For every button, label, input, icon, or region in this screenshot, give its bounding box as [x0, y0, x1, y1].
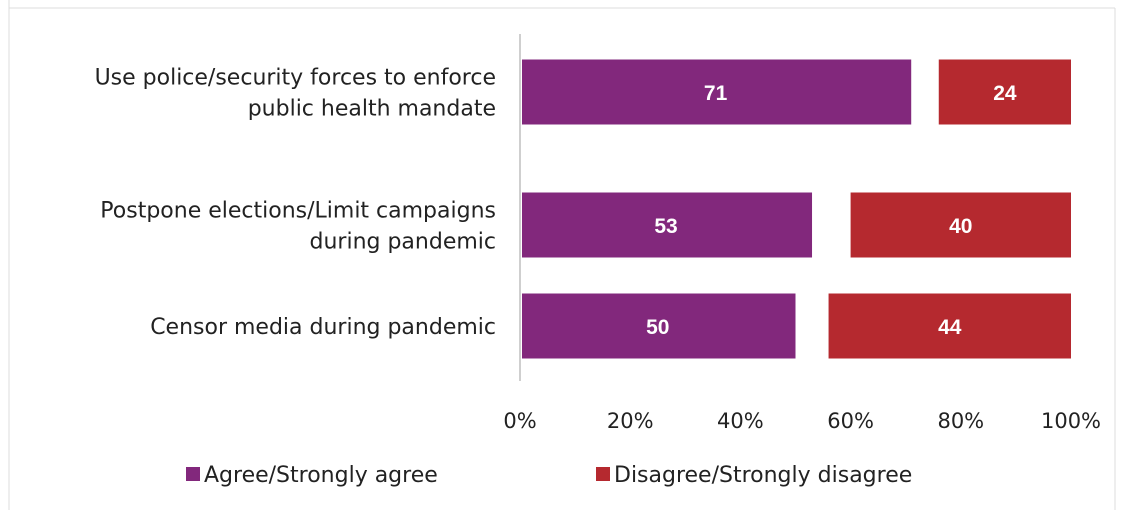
agree-bar-1 — [522, 192, 813, 258]
plot-area: Use police/security forces to enforce pub… — [95, 34, 1101, 488]
category-label-1-line-0: Postpone elections/Limit campaigns — [100, 199, 496, 224]
legend-swatch-1 — [596, 467, 610, 481]
agree-bar-2 — [522, 293, 796, 359]
x-tick-label-0: 0% — [503, 409, 536, 433]
disagree-bar-2 — [828, 293, 1071, 359]
agree-value-label-0: 71 — [704, 82, 728, 105]
x-tick-label-1: 20% — [607, 409, 654, 433]
legend-label-0: Agree/Strongly agree — [204, 463, 438, 488]
category-label-0-line-0: Use police/security forces to enforce — [95, 66, 496, 91]
x-tick-label-4: 80% — [937, 409, 984, 433]
category-label-2-line-0: Censor media during pandemic — [150, 315, 496, 340]
disagree-value-label-1: 40 — [949, 215, 972, 238]
disagree-bar-1 — [850, 192, 1071, 258]
x-tick-label-5: 100% — [1041, 409, 1101, 433]
x-tick-label-2: 40% — [717, 409, 764, 433]
category-label-0-line-1: public health mandate — [248, 97, 496, 122]
disagree-value-label-0: 24 — [993, 82, 1017, 105]
agree-value-label-2: 50 — [646, 316, 669, 339]
disagree-value-label-2: 44 — [938, 316, 962, 339]
disagree-bar-0 — [938, 59, 1071, 125]
x-tick-label-3: 60% — [827, 409, 874, 433]
legend-swatch-0 — [186, 467, 200, 481]
agree-value-label-1: 53 — [654, 215, 677, 238]
category-label-1-line-1: during pandemic — [310, 230, 497, 255]
legend-label-1: Disagree/Strongly disagree — [614, 463, 912, 488]
agree-bar-0 — [522, 59, 912, 125]
